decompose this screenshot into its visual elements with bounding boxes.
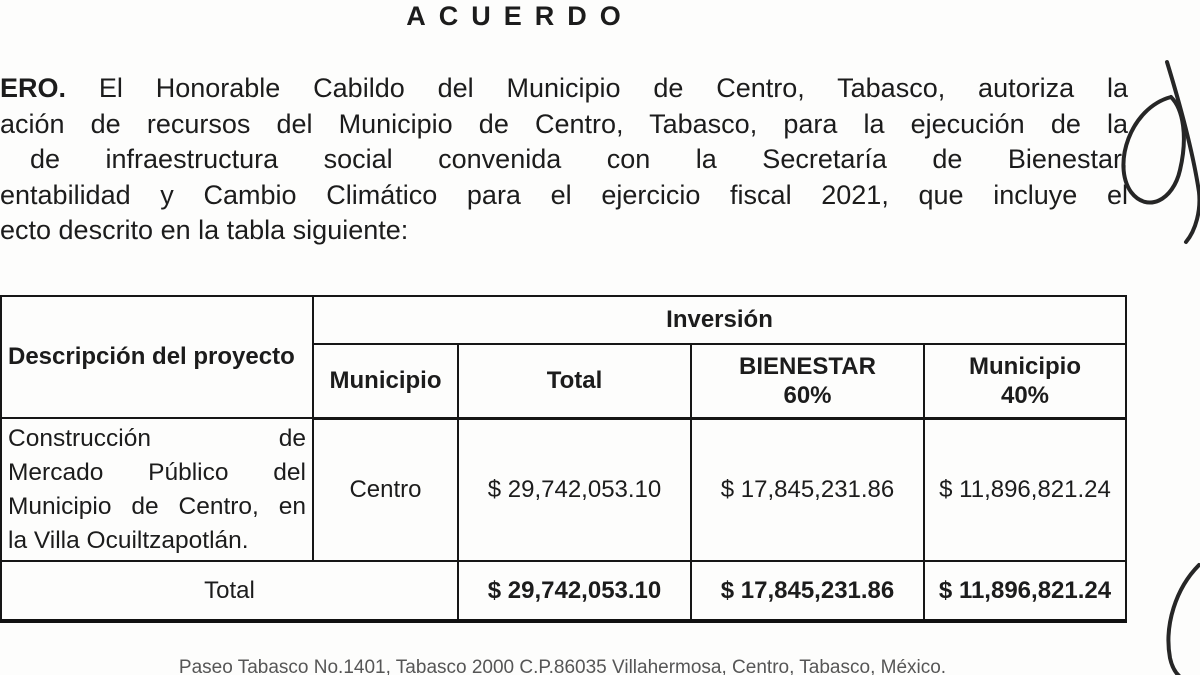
total-row: Total $ 29,742,053.10 $ 17,845,231.86 $ … xyxy=(0,560,1128,623)
paragraph-line-1: ERO. El Honorable Cabildo del Municipio … xyxy=(0,71,1128,107)
footer-address: Paseo Tabasco No.1401, Tabasco 2000 C.P.… xyxy=(178,657,947,675)
paragraph-line-4: entabilidad y Cambio Climático para el e… xyxy=(0,179,1128,210)
paragraph-line-1-text: El Honorable Cabildo del Municipio de Ce… xyxy=(98,73,1128,103)
project-bienestar-value: $ 17,845,231.86 xyxy=(690,417,925,562)
project-municipio40-value: $ 11,896,821.24 xyxy=(922,417,1128,562)
total-row-label: Total xyxy=(0,560,459,623)
header-bienestar-line-2: 60% xyxy=(783,381,832,409)
project-description-line-1: Construcción de xyxy=(8,424,306,452)
project-description-line-2: Mercado Público del xyxy=(8,458,306,486)
table-header-row-1: Descripción del proyecto Inversión xyxy=(0,295,1128,419)
header-bienestar-line-1: BIENESTAR xyxy=(739,352,876,380)
body-paragraph: ERO. El Honorable Cabildo del Municipio … xyxy=(0,71,1128,249)
total-bienestar-value: $ 17,845,231.86 xyxy=(690,560,925,623)
paragraph-line-2: ación de recursos del Municipio de Centr… xyxy=(0,108,1128,139)
signature-tall-stroke xyxy=(1165,60,1200,244)
header-descripcion-del-proyecto: Descripción del proyecto xyxy=(0,295,314,419)
project-description-line-3: Municipio de Centro, en xyxy=(8,492,306,520)
signature-bottom-stroke xyxy=(1166,563,1200,675)
investment-table: Descripción del proyecto Inversión Munic… xyxy=(0,295,1128,623)
header-bienestar-60: BIENESTAR 60% xyxy=(690,343,925,420)
project-data-row: Construcción de Mercado Público del Muni… xyxy=(0,417,1128,562)
project-total-value: $ 29,742,053.10 xyxy=(457,417,692,562)
project-description-cell: Construcción de Mercado Público del Muni… xyxy=(0,417,314,562)
table-header-row-2: Municipio Total BIENESTAR 60% Municipio … xyxy=(1,343,1128,420)
total-municipio40-value: $ 11,896,821.24 xyxy=(922,560,1128,623)
header-municipio: Municipio xyxy=(312,343,459,420)
header-inversion: Inversión xyxy=(311,295,1128,345)
header-municipio40-line-1: Municipio xyxy=(969,352,1081,380)
signature-loop xyxy=(1121,95,1186,205)
total-total-value: $ 29,742,053.10 xyxy=(457,560,692,623)
project-description-line-4: la Villa Ocuiltzapotlán. xyxy=(8,526,249,554)
header-municipio40-line-2: 40% xyxy=(1000,381,1050,409)
header-municipio-40: Municipio 40% xyxy=(922,343,1128,420)
paragraph-line-5: ecto descrito en la tabla siguiente: xyxy=(0,215,409,245)
paragraph-line-3: de infraestructura social convenida con … xyxy=(30,144,1128,174)
document-title: ACUERDO xyxy=(406,1,634,31)
project-municipio-value: Centro xyxy=(312,417,459,562)
header-total: Total xyxy=(457,343,692,420)
paragraph-bold-prefix: ERO. xyxy=(0,73,67,103)
